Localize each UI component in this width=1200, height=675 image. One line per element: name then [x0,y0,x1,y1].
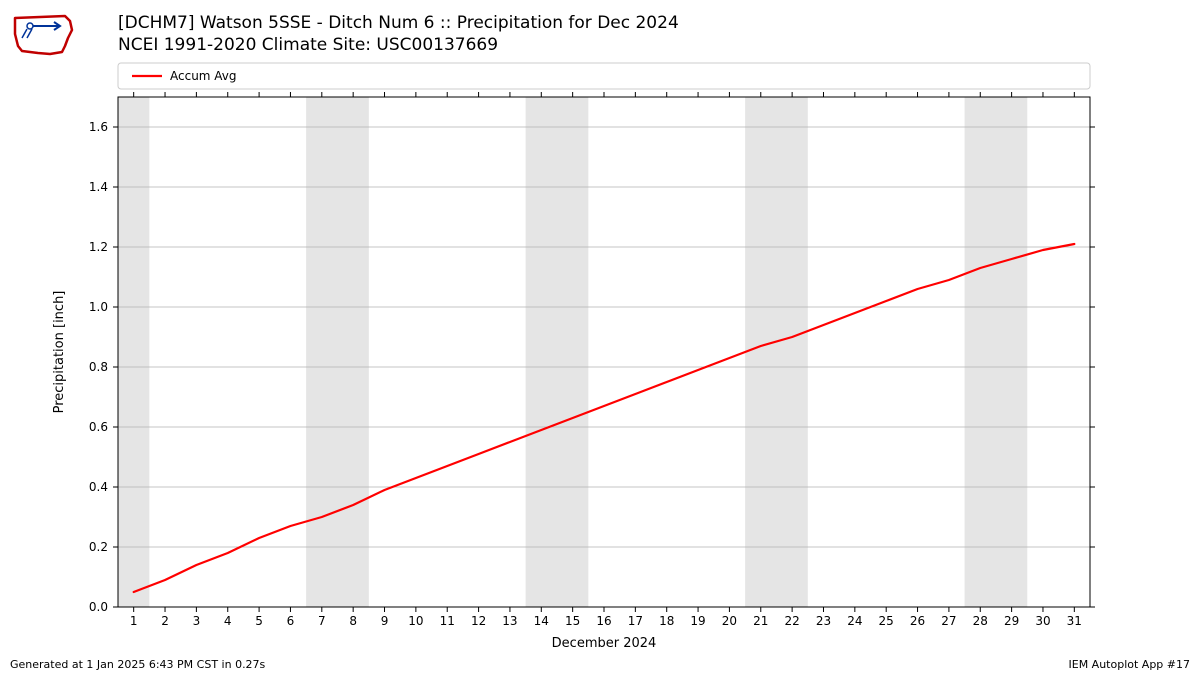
x-tick-label: 3 [193,614,201,628]
iem-logo-icon [15,16,72,54]
x-tick-label: 29 [1004,614,1019,628]
weekend-band [526,97,589,607]
x-tick-label: 2 [161,614,169,628]
chart-title-line1: [DCHM7] Watson 5SSE - Ditch Num 6 :: Pre… [118,13,679,33]
y-tick-label: 0.8 [89,360,108,374]
x-tick-label: 15 [565,614,580,628]
x-tick-label: 13 [502,614,517,628]
x-tick-label: 21 [753,614,768,628]
precipitation-chart: [DCHM7] Watson 5SSE - Ditch Num 6 :: Pre… [0,0,1200,675]
x-tick-label: 19 [690,614,705,628]
x-tick-label: 31 [1067,614,1082,628]
x-tick-label: 17 [628,614,643,628]
y-tick-label: 1.4 [89,180,108,194]
legend-box [118,63,1090,89]
x-tick-label: 16 [596,614,611,628]
y-tick-label: 0.4 [89,480,108,494]
weekend-band [118,97,149,607]
chart-container: [DCHM7] Watson 5SSE - Ditch Num 6 :: Pre… [0,0,1200,675]
x-tick-label: 6 [287,614,295,628]
y-tick-label: 0.0 [89,600,108,614]
x-tick-label: 10 [408,614,423,628]
footer-appname: IEM Autoplot App #17 [1069,658,1191,671]
x-tick-label: 4 [224,614,232,628]
weekend-band [306,97,369,607]
y-tick-label: 1.0 [89,300,108,314]
y-axis-label: Precipitation [inch] [52,291,67,414]
x-tick-label: 30 [1035,614,1050,628]
x-tick-label: 28 [973,614,988,628]
x-tick-label: 25 [879,614,894,628]
legend-label: Accum Avg [170,69,237,83]
chart-title-line2: NCEI 1991-2020 Climate Site: USC00137669 [118,35,498,55]
x-tick-label: 11 [440,614,455,628]
x-tick-label: 5 [255,614,263,628]
x-tick-label: 23 [816,614,831,628]
weekend-band [745,97,808,607]
x-tick-label: 8 [349,614,357,628]
x-tick-label: 24 [847,614,862,628]
x-tick-label: 14 [534,614,549,628]
y-tick-label: 0.6 [89,420,108,434]
x-tick-label: 18 [659,614,674,628]
y-tick-label: 1.6 [89,120,108,134]
x-tick-label: 26 [910,614,925,628]
x-tick-label: 20 [722,614,737,628]
x-axis-label: December 2024 [552,636,657,651]
x-tick-label: 12 [471,614,486,628]
footer-generated: Generated at 1 Jan 2025 6:43 PM CST in 0… [10,658,265,671]
x-tick-label: 7 [318,614,326,628]
weekend-band [965,97,1028,607]
x-tick-label: 22 [784,614,799,628]
y-tick-label: 0.2 [89,540,108,554]
x-tick-label: 9 [381,614,389,628]
x-tick-label: 27 [941,614,956,628]
x-tick-label: 1 [130,614,138,628]
y-tick-label: 1.2 [89,240,108,254]
